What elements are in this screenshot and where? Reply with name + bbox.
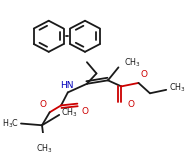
Text: CH$_3$: CH$_3$ bbox=[124, 57, 141, 69]
Text: CH$_3$: CH$_3$ bbox=[169, 82, 186, 94]
Text: O: O bbox=[81, 107, 88, 116]
Text: HN: HN bbox=[60, 81, 74, 90]
Text: CH$_3$: CH$_3$ bbox=[61, 107, 78, 119]
Text: O: O bbox=[127, 100, 134, 109]
Text: CH$_3$: CH$_3$ bbox=[36, 143, 52, 154]
Text: O: O bbox=[40, 100, 47, 109]
Text: H$_3$C: H$_3$C bbox=[2, 117, 19, 130]
Text: O: O bbox=[140, 70, 147, 79]
